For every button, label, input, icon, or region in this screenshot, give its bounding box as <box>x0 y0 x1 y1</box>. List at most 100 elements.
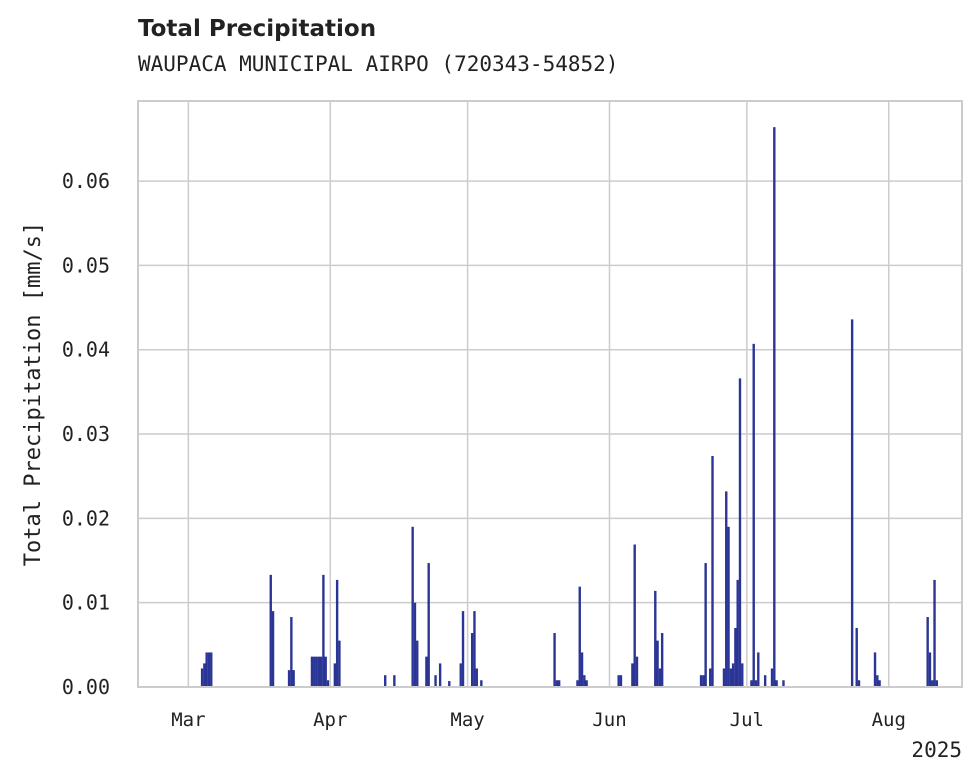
precip-bar <box>725 491 728 687</box>
x-tick-label: Jul <box>730 709 764 731</box>
precip-bar <box>416 640 419 687</box>
precip-bar <box>434 675 437 687</box>
y-tick-label: 0.04 <box>62 338 110 362</box>
precip-bar <box>338 640 341 687</box>
precip-bar <box>313 656 316 687</box>
precip-bar <box>633 544 636 687</box>
precip-bar <box>935 680 939 687</box>
x-year-label: 2025 <box>911 738 962 762</box>
precip-bar <box>557 680 561 687</box>
precip-bar <box>654 590 657 687</box>
precip-bar <box>292 670 295 687</box>
precip-bar <box>585 680 588 687</box>
precip-bar <box>470 633 474 687</box>
precip-bar <box>384 675 387 687</box>
precip-bar <box>448 681 451 687</box>
precip-bar <box>617 675 620 687</box>
precip-bar <box>763 675 767 687</box>
precip-bar <box>333 663 337 687</box>
precip-bar <box>709 668 712 687</box>
y-tick-label: 0.02 <box>62 506 110 530</box>
precip-bar <box>459 663 462 687</box>
precip-bar <box>775 680 778 687</box>
precip-bar <box>576 680 579 687</box>
precip-bar <box>699 675 703 687</box>
x-tick-label: Mar <box>171 709 205 731</box>
precip-bar <box>635 656 639 687</box>
precip-bar <box>855 627 858 687</box>
precip-bar <box>736 579 739 687</box>
precip-bar <box>731 663 735 687</box>
precip-bar <box>850 319 854 687</box>
precip-bar <box>931 680 934 687</box>
chart-subtitle: WAUPACA MUNICIPAL AIRPO (720343-54852) <box>138 52 619 76</box>
precip-bar <box>578 586 581 687</box>
precip-bar <box>207 652 211 687</box>
x-tick-label: Aug <box>872 709 906 731</box>
plot-frame <box>137 100 963 688</box>
precip-bar <box>427 563 430 687</box>
precip-bar <box>475 668 478 687</box>
precip-bar <box>203 663 206 687</box>
y-tick-label: 0.03 <box>62 422 110 446</box>
precip-bar <box>658 668 662 687</box>
precip-bar <box>741 663 744 687</box>
precip-bar <box>722 668 726 687</box>
precip-bar <box>580 652 584 687</box>
precip-bar <box>425 656 428 687</box>
precip-bar <box>782 680 785 687</box>
precip-bar <box>583 675 586 687</box>
precip-bar <box>660 633 664 687</box>
precip-bar <box>702 675 705 687</box>
precip-bar <box>324 656 327 687</box>
precip-bar <box>619 675 623 687</box>
precip-bar <box>926 617 929 687</box>
precip-bar <box>317 656 321 687</box>
precip-bar <box>411 526 414 687</box>
precip-bar <box>287 670 291 687</box>
precip-bar <box>319 656 323 687</box>
precip-bar <box>290 617 293 687</box>
x-tick-label: Jun <box>592 709 626 731</box>
precip-bar <box>729 668 733 687</box>
precip-bar <box>734 627 737 687</box>
precip-bar <box>315 656 318 687</box>
y-tick-label: 0.05 <box>62 253 110 277</box>
precip-bar <box>752 343 755 687</box>
precip-bar <box>335 579 339 687</box>
x-tick-label: Apr <box>313 709 347 731</box>
precip-bar <box>413 602 417 687</box>
x-tick-label: May <box>450 709 484 731</box>
precip-bar <box>205 652 208 687</box>
precip-bar <box>750 680 753 687</box>
precip-bar <box>878 680 881 687</box>
precip-bar <box>727 526 730 687</box>
precip-bar <box>757 652 760 687</box>
precip-bar <box>933 579 936 687</box>
precip-bar <box>555 680 559 687</box>
precip-bar <box>310 656 314 687</box>
precip-bar <box>704 563 707 687</box>
precip-bar <box>711 455 714 687</box>
y-axis-label: Total Precipitation [mm/s] <box>21 222 46 566</box>
precip-bar <box>393 675 396 687</box>
precip-bar <box>480 680 483 687</box>
precip-bar <box>754 680 758 687</box>
precip-bar <box>200 668 204 687</box>
precip-bar <box>857 680 861 687</box>
precip-bar <box>738 378 742 687</box>
precip-bar <box>773 127 776 688</box>
precip-bar <box>553 633 556 687</box>
precip-bar <box>210 652 213 687</box>
precip-bar <box>928 652 932 687</box>
precip-bar <box>271 611 275 687</box>
precip-bar <box>873 652 877 687</box>
y-tick-label: 0.00 <box>62 675 110 699</box>
precip-bar <box>473 611 476 687</box>
precip-bar <box>770 668 774 687</box>
chart-title: Total Precipitation <box>138 16 377 42</box>
precip-bar <box>438 663 442 687</box>
precip-bar <box>876 675 879 687</box>
precip-bar <box>322 574 325 687</box>
